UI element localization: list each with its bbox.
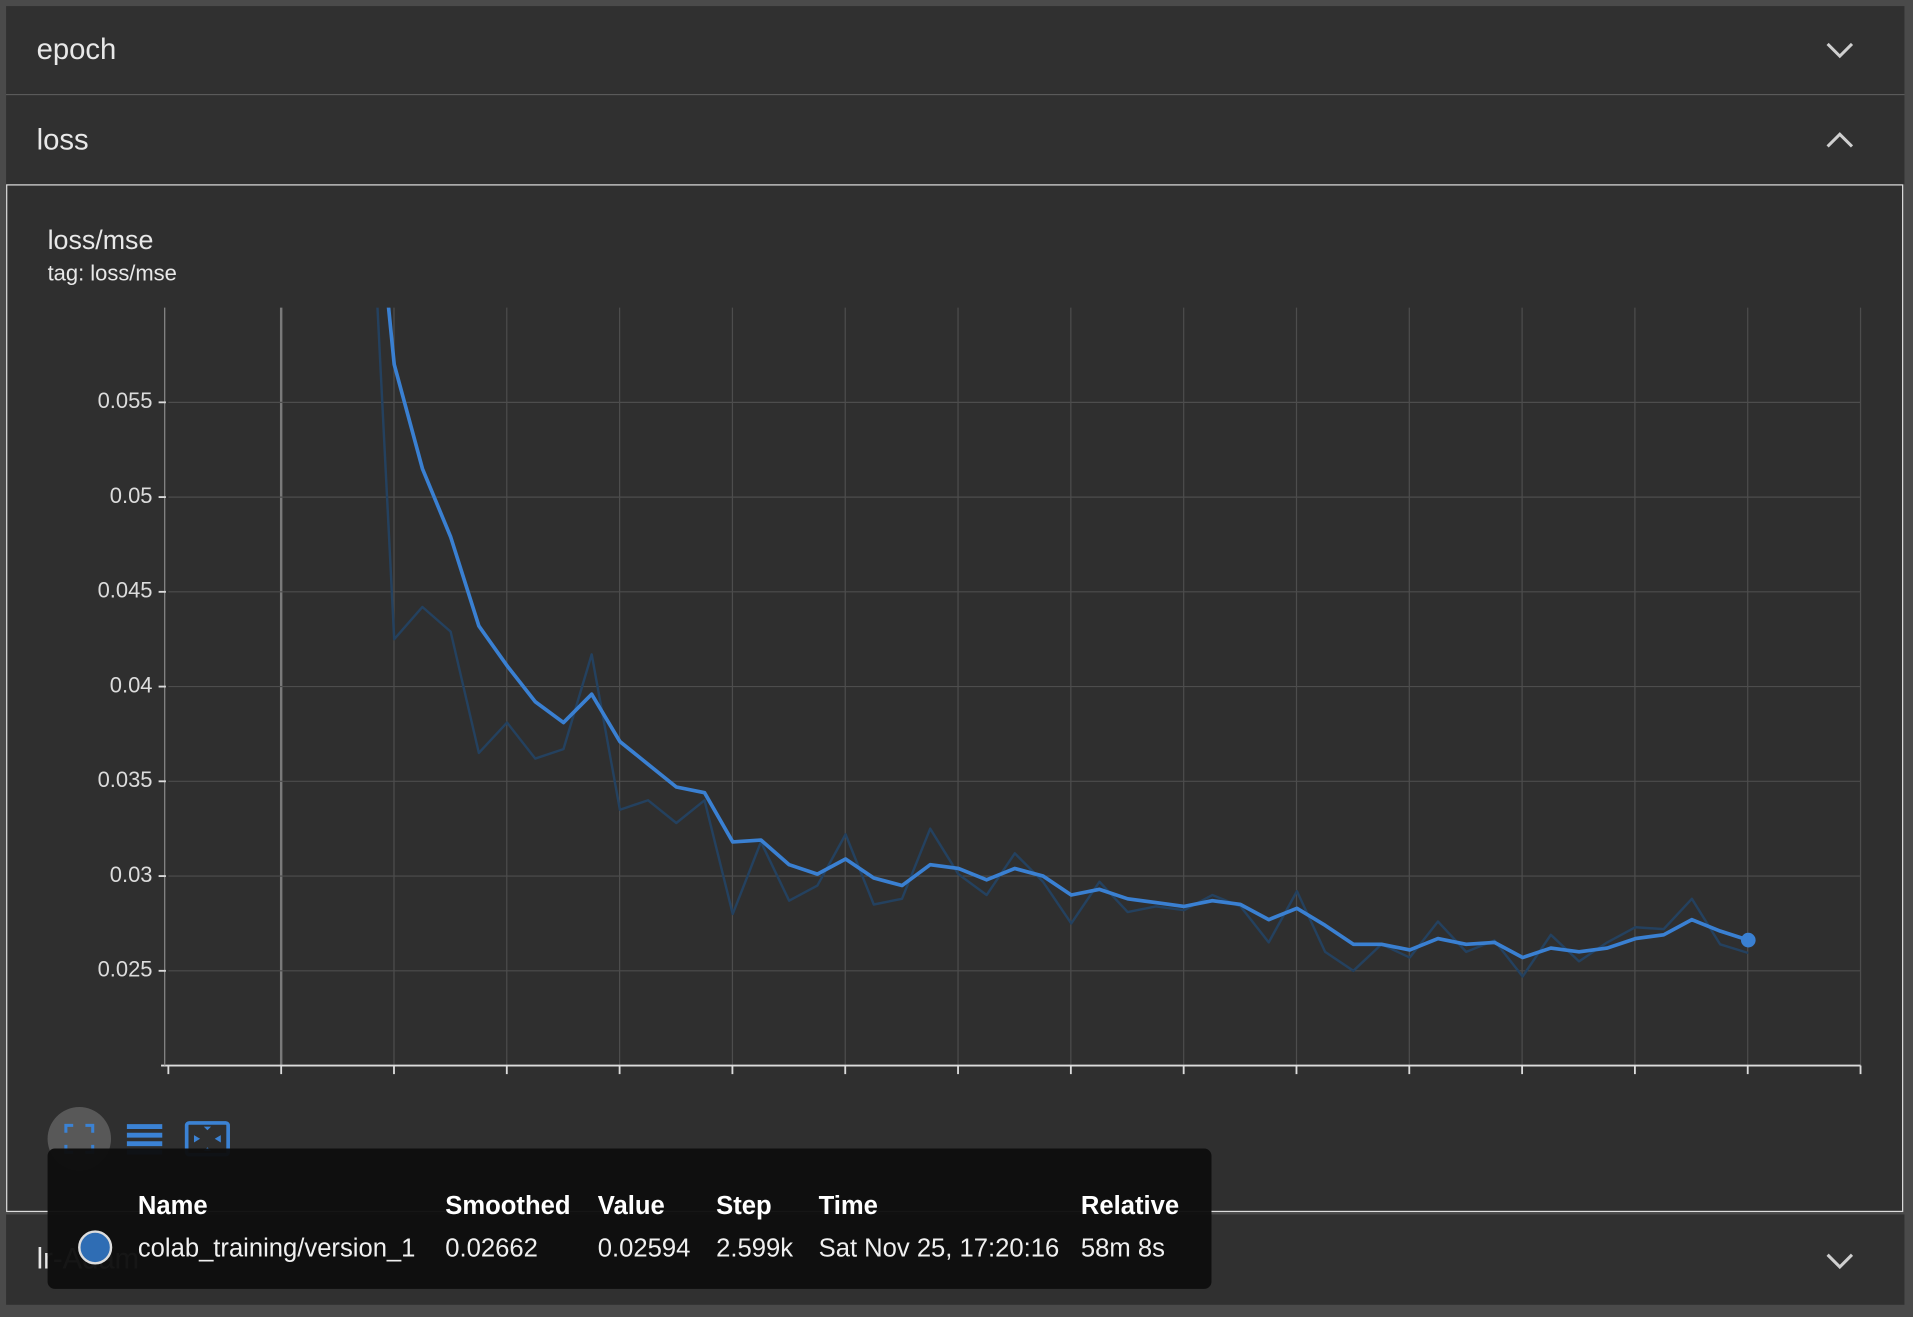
tooltip-header: Step: [716, 1192, 771, 1220]
y-tick-label: 0.025: [98, 957, 153, 982]
data-table-button[interactable]: [126, 1124, 163, 1155]
expand-icon[interactable]: [1826, 1253, 1854, 1270]
chart-subtitle: tag: loss/mse: [48, 260, 177, 285]
y-tick-label: 0.035: [98, 767, 153, 792]
tooltip-header: Smoothed: [445, 1192, 570, 1220]
tooltip-cell: colab_training/version_1: [138, 1235, 416, 1263]
tooltip-header: Value: [598, 1192, 665, 1220]
run-swatch: [78, 1230, 113, 1265]
y-tick-label: 0.03: [110, 862, 153, 887]
section-title: epoch: [37, 33, 117, 66]
raw-line: [376, 307, 1749, 978]
tooltip-cell: Sat Nov 25, 17:20:16: [819, 1235, 1060, 1263]
tooltip-box: [47, 1148, 1212, 1289]
tooltip-header: Name: [138, 1192, 208, 1220]
y-tick-label: 0.04: [110, 672, 153, 697]
section-header[interactable]: [6, 95, 1905, 185]
section-header[interactable]: [6, 6, 1905, 94]
y-tick-label: 0.045: [98, 578, 153, 603]
expand-icon[interactable]: [1826, 42, 1854, 59]
tooltip-cell: 0.02594: [598, 1235, 691, 1263]
plot: 0.025 0.03 0.035 0.04 0.045 0.05 0.055: [98, 307, 1861, 982]
fullscreen-icon: [64, 1123, 95, 1154]
hover-point: [1740, 932, 1756, 948]
smoothed-line: [386, 307, 1749, 960]
tooltip-header: Relative: [1081, 1192, 1179, 1220]
tooltip-cell: 2.599k: [716, 1235, 793, 1263]
fit-domain-icon: [193, 1126, 221, 1152]
section-title: loss: [37, 123, 89, 156]
tooltip-cell: 58m 8s: [1081, 1235, 1165, 1263]
tooltip: Name Smoothed Value Step Time Relative c…: [47, 1148, 1212, 1289]
y-tick-label: 0.055: [98, 388, 153, 413]
chart-card: [6, 184, 1904, 1213]
chart-title: loss/mse: [48, 225, 154, 255]
y-tick-label: 0.05: [110, 483, 153, 508]
tooltip-cell: 0.02662: [445, 1235, 538, 1263]
collapse-icon[interactable]: [1826, 132, 1854, 148]
tooltip-header: Time: [819, 1192, 878, 1220]
